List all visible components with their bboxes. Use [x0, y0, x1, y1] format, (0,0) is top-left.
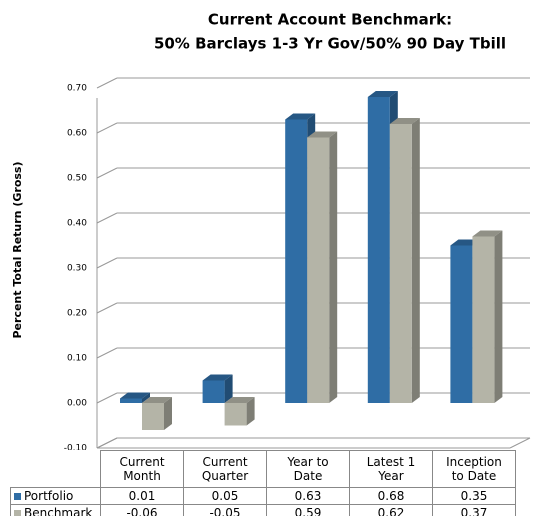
y-tick-label: 0.60 [67, 129, 87, 139]
bar-side [246, 397, 255, 426]
table-row: Benchmark -0.06 -0.05 0.59 0.62 0.37 [10, 504, 516, 516]
table-value: 0.62 [349, 504, 433, 516]
category-label: Latest 1 Year [366, 455, 416, 483]
table-corner [10, 450, 101, 488]
category-label: Inception to Date [446, 455, 502, 483]
bar-top [367, 91, 398, 97]
table-value: 0.63 [266, 487, 350, 505]
chart: Current Account Benchmark: 50% Barclays … [11, 11, 531, 451]
legend-swatch [14, 510, 21, 516]
grid-line [96, 392, 118, 404]
grid-line [96, 302, 118, 314]
grid-line [96, 437, 118, 449]
bar [472, 236, 495, 403]
bar-top [142, 397, 172, 403]
bar [307, 137, 330, 403]
category-label: Current Quarter [201, 455, 249, 483]
bar-side [224, 374, 233, 403]
y-axis-label: Percent Total Return (Gross) [11, 162, 24, 339]
table-value: 0.59 [266, 504, 350, 516]
table-value: 0.01 [100, 487, 184, 505]
bar-side [142, 392, 150, 403]
y-tick-label: 0.10 [67, 354, 87, 364]
y-tick-label: -0.10 [64, 444, 88, 451]
y-tick-label: 0.40 [67, 219, 87, 229]
y-tick-label: 0.70 [67, 84, 87, 94]
bar-side [411, 118, 420, 403]
legend-cell: Portfolio [10, 487, 101, 505]
bar [285, 119, 308, 403]
legend-swatch [14, 493, 21, 500]
grid-line [96, 212, 118, 224]
table-header-cell: Inception to Date [432, 450, 516, 488]
bar-top [472, 230, 503, 237]
bar [120, 398, 142, 403]
bar-top [202, 374, 233, 381]
bar [389, 124, 412, 403]
bar-top [389, 118, 420, 124]
axis-line [509, 437, 531, 449]
grid-line [96, 77, 118, 89]
data-table: Current Month Current Quarter Year to Date… [10, 450, 516, 516]
table-row: Portfolio 0.01 0.05 0.63 0.68 0.35 [10, 487, 516, 505]
bar [202, 380, 225, 403]
bar-side [494, 230, 503, 403]
legend-label: Portfolio [24, 489, 74, 503]
category-label: Current Month [119, 455, 165, 483]
table-value: 0.37 [432, 504, 516, 516]
y-tick-label: 0.00 [67, 399, 87, 409]
bar [142, 403, 164, 430]
grid-line [96, 347, 118, 359]
y-tick-label: 0.50 [67, 174, 87, 184]
bar-top [120, 392, 150, 399]
bar-top [224, 397, 255, 403]
table-value: 0.68 [349, 487, 433, 505]
table-header-cell: Current Quarter [183, 450, 267, 488]
y-tick-label: 0.20 [67, 309, 87, 319]
bar [367, 97, 390, 403]
legend-label: Benchmark [24, 506, 93, 516]
grid-line [96, 257, 118, 269]
bar-top [285, 113, 316, 120]
legend-cell: Benchmark [10, 504, 101, 516]
chart-subtitle: 50% Barclays 1-3 Yr Gov/50% 90 Day Tbill [154, 35, 506, 53]
bar [224, 403, 247, 426]
y-tick-label: 0.30 [67, 264, 87, 274]
table-value: 0.05 [183, 487, 267, 505]
table-value: -0.05 [183, 504, 267, 516]
table-header-cell: Latest 1 Year [349, 450, 433, 488]
grid-line [96, 167, 118, 179]
bar-top [307, 131, 338, 138]
grid-line [96, 122, 118, 134]
table-value: 0.35 [432, 487, 516, 505]
table-header-cell: Year to Date [266, 450, 350, 488]
bar-side [329, 131, 338, 403]
table-header-cell: Current Month [100, 450, 184, 488]
category-label: Year to Date [287, 455, 329, 483]
bar-side [164, 397, 172, 430]
bar [450, 245, 473, 403]
table-value: -0.06 [100, 504, 184, 516]
chart-title: Current Account Benchmark: [208, 11, 452, 29]
